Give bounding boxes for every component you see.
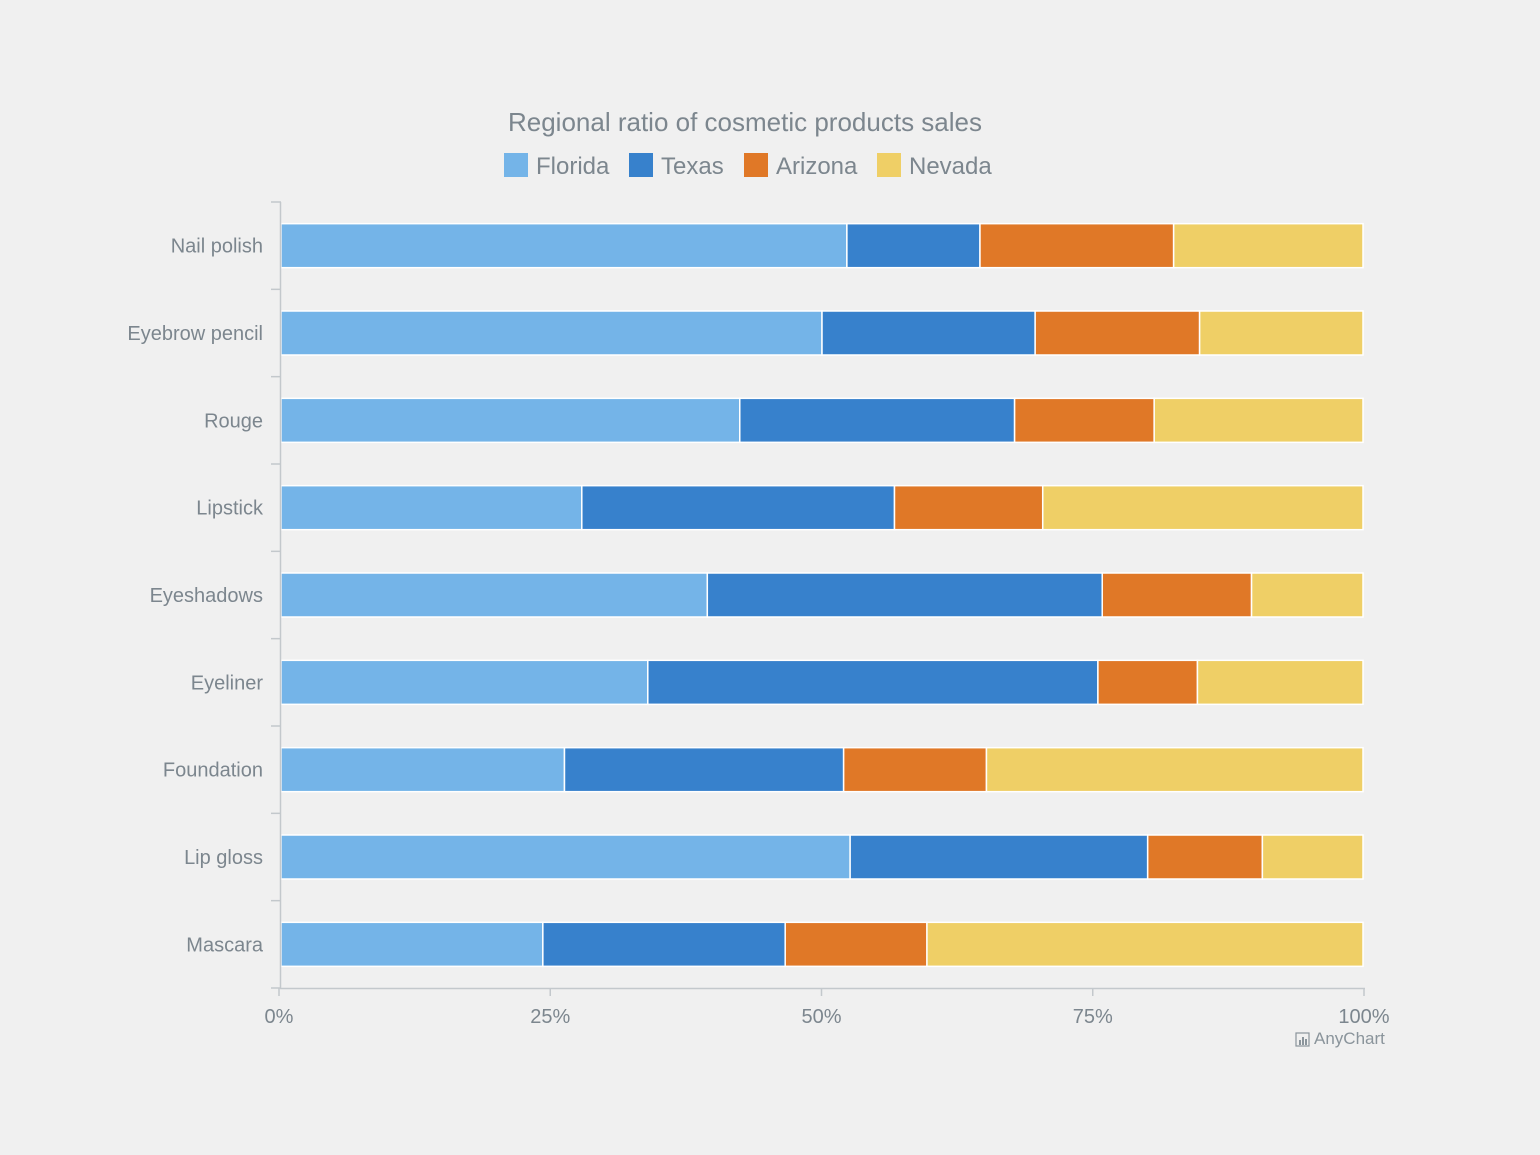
bar-segment-florida[interactable] bbox=[280, 397, 741, 444]
legend-label: Florida bbox=[536, 153, 610, 180]
y-axis: Nail polish Eyebrow pencil Rouge Lipstick Ey… bbox=[127, 201, 282, 989]
bar-segment-texas[interactable] bbox=[849, 834, 1149, 880]
bar-row bbox=[280, 310, 1364, 356]
bar-row bbox=[280, 659, 1364, 706]
legend-swatch bbox=[877, 153, 901, 177]
bar-row bbox=[280, 222, 1364, 269]
legend-item-florida[interactable]: Florida bbox=[504, 153, 610, 180]
x-tick-label: 50% bbox=[801, 1006, 841, 1028]
bar-segment-nevada[interactable] bbox=[1041, 484, 1364, 531]
bar-segment-texas[interactable] bbox=[581, 484, 896, 531]
legend-label: Arizona bbox=[776, 153, 858, 180]
bar-segment-arizona[interactable] bbox=[1097, 659, 1199, 706]
bar-row bbox=[280, 834, 1364, 880]
bar-segment-nevada[interactable] bbox=[1250, 572, 1364, 618]
bar-segment-texas[interactable] bbox=[821, 310, 1036, 356]
bar-segment-texas[interactable] bbox=[563, 746, 845, 793]
bar-row bbox=[280, 572, 1364, 618]
bar-row bbox=[280, 484, 1364, 531]
chart-title: Regional ratio of cosmetic products sale… bbox=[508, 107, 982, 137]
bar-segment-florida[interactable] bbox=[280, 310, 823, 356]
bars-group bbox=[280, 222, 1364, 968]
bar-segment-florida[interactable] bbox=[280, 222, 848, 269]
x-tick-label: 25% bbox=[530, 1006, 570, 1028]
credit[interactable]: AnyChart bbox=[1295, 1029, 1385, 1048]
x-tick-label: 0% bbox=[265, 1006, 294, 1028]
x-axis: 0% 25% 50% 75% 100% bbox=[265, 987, 1390, 1028]
legend-item-texas[interactable]: Texas bbox=[629, 153, 724, 180]
bar-segment-arizona[interactable] bbox=[842, 746, 988, 793]
bar-segment-florida[interactable] bbox=[280, 572, 709, 618]
category-label: Eyeshadows bbox=[150, 585, 263, 607]
bar-segment-florida[interactable] bbox=[280, 746, 566, 793]
category-label: Nail polish bbox=[171, 236, 263, 258]
bar-segment-arizona[interactable] bbox=[1146, 834, 1264, 880]
bar-segment-florida[interactable] bbox=[280, 659, 649, 706]
bar-segment-arizona[interactable] bbox=[1034, 310, 1201, 356]
bar-segment-nevada[interactable] bbox=[1153, 397, 1364, 444]
bar-row bbox=[280, 397, 1364, 444]
category-label: Foundation bbox=[163, 760, 263, 782]
bar-segment-nevada[interactable] bbox=[985, 746, 1364, 793]
legend-item-arizona[interactable]: Arizona bbox=[744, 153, 858, 180]
bar-segment-texas[interactable] bbox=[542, 921, 786, 968]
bar-segment-arizona[interactable] bbox=[979, 222, 1175, 269]
legend-label: Texas bbox=[661, 153, 724, 180]
bar-segment-texas[interactable] bbox=[846, 222, 981, 269]
bar-segment-texas[interactable] bbox=[739, 397, 1016, 444]
category-label: Lipstick bbox=[196, 498, 264, 520]
legend-label: Nevada bbox=[909, 153, 992, 180]
legend-item-nevada[interactable]: Nevada bbox=[877, 153, 992, 180]
category-label: Eyeliner bbox=[191, 672, 264, 694]
chart-icon bbox=[1295, 1032, 1310, 1047]
bar-segment-nevada[interactable] bbox=[926, 921, 1364, 968]
x-tick-label: 100% bbox=[1338, 1006, 1389, 1028]
bar-segment-arizona[interactable] bbox=[1101, 572, 1253, 618]
bar-segment-nevada[interactable] bbox=[1172, 222, 1364, 269]
legend-swatch bbox=[744, 153, 768, 177]
bar-segment-arizona[interactable] bbox=[784, 921, 928, 968]
bar-segment-nevada[interactable] bbox=[1261, 834, 1364, 880]
bar-segment-nevada[interactable] bbox=[1196, 659, 1364, 706]
bar-segment-texas[interactable] bbox=[706, 572, 1103, 618]
bar-segment-florida[interactable] bbox=[280, 834, 851, 880]
bar-row bbox=[280, 921, 1364, 968]
category-label: Lip gloss bbox=[184, 847, 263, 869]
legend-swatch bbox=[504, 153, 528, 177]
bar-segment-florida[interactable] bbox=[280, 921, 544, 968]
category-label: Rouge bbox=[204, 410, 263, 432]
legend: Florida Texas Arizona Nevada bbox=[504, 153, 992, 180]
category-label: Eyebrow pencil bbox=[127, 323, 263, 345]
bar-segment-arizona[interactable] bbox=[1013, 397, 1155, 444]
bar-segment-florida[interactable] bbox=[280, 484, 583, 531]
bar-segment-arizona[interactable] bbox=[893, 484, 1044, 531]
bar-segment-texas[interactable] bbox=[647, 659, 1099, 706]
legend-swatch bbox=[629, 153, 653, 177]
x-tick-label: 75% bbox=[1073, 1006, 1113, 1028]
category-label: Mascara bbox=[186, 934, 264, 956]
bar-row bbox=[280, 746, 1364, 793]
bar-segment-nevada[interactable] bbox=[1198, 310, 1364, 356]
credit-label: AnyChart bbox=[1314, 1029, 1385, 1048]
